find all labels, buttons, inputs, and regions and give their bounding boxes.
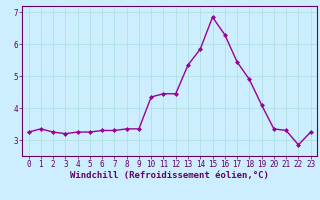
X-axis label: Windchill (Refroidissement éolien,°C): Windchill (Refroidissement éolien,°C) xyxy=(70,171,269,180)
